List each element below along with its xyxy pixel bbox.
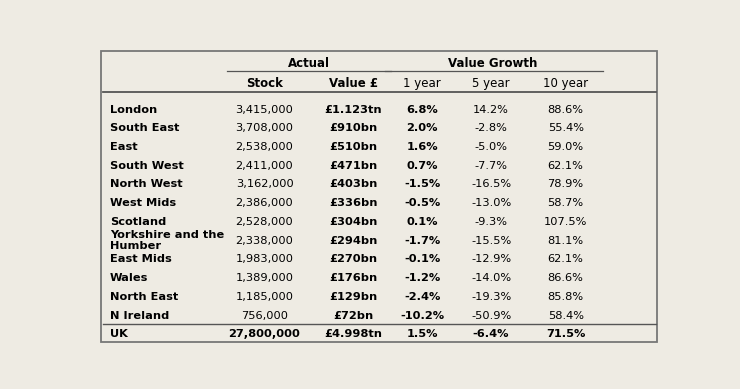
Text: 1.5%: 1.5% [406,329,438,339]
Text: £510bn: £510bn [329,142,377,152]
Text: 78.9%: 78.9% [548,179,584,189]
Text: £403bn: £403bn [329,179,377,189]
Text: £304bn: £304bn [329,217,377,227]
Text: -12.9%: -12.9% [471,254,511,265]
Text: West Mids: West Mids [110,198,176,208]
Text: 2.0%: 2.0% [406,123,438,133]
Text: Scotland: Scotland [110,217,166,227]
Text: 1,389,000: 1,389,000 [235,273,294,283]
Text: -13.0%: -13.0% [471,198,511,208]
Text: £270bn: £270bn [329,254,377,265]
Text: -16.5%: -16.5% [471,179,511,189]
Text: £910bn: £910bn [329,123,377,133]
Text: Actual: Actual [289,57,330,70]
Text: London: London [110,105,157,115]
Text: £294bn: £294bn [329,236,377,245]
Text: North West: North West [110,179,182,189]
Text: Stock: Stock [246,77,283,90]
Text: 2,386,000: 2,386,000 [235,198,294,208]
Text: Wales: Wales [110,273,148,283]
Text: 756,000: 756,000 [241,310,288,321]
Text: £72bn: £72bn [333,310,374,321]
Text: -5.0%: -5.0% [474,142,508,152]
Text: £1.123tn: £1.123tn [325,105,383,115]
Text: 2,538,000: 2,538,000 [235,142,294,152]
Text: 2,528,000: 2,528,000 [235,217,294,227]
Text: North East: North East [110,292,178,302]
Text: 62.1%: 62.1% [548,161,584,171]
Text: 10 year: 10 year [543,77,588,90]
Text: -19.3%: -19.3% [471,292,511,302]
Text: £336bn: £336bn [329,198,377,208]
Text: 1 year: 1 year [403,77,441,90]
Text: 0.7%: 0.7% [406,161,438,171]
Text: East: East [110,142,138,152]
Text: £176bn: £176bn [329,273,377,283]
Text: 3,415,000: 3,415,000 [235,105,294,115]
Text: 59.0%: 59.0% [548,142,584,152]
Text: -15.5%: -15.5% [471,236,511,245]
Text: 71.5%: 71.5% [546,329,585,339]
Text: 88.6%: 88.6% [548,105,584,115]
Text: 1,983,000: 1,983,000 [235,254,294,265]
Text: Value £: Value £ [329,77,378,90]
Text: 3,708,000: 3,708,000 [235,123,294,133]
Text: 58.7%: 58.7% [548,198,584,208]
Text: -6.4%: -6.4% [473,329,509,339]
Text: 86.6%: 86.6% [548,273,584,283]
Text: Yorkshire and the
Humber: Yorkshire and the Humber [110,230,224,251]
Text: -9.3%: -9.3% [474,217,508,227]
Text: -1.7%: -1.7% [404,236,440,245]
Text: 62.1%: 62.1% [548,254,584,265]
Text: -7.7%: -7.7% [474,161,508,171]
Text: -0.1%: -0.1% [404,254,440,265]
Text: 27,800,000: 27,800,000 [229,329,300,339]
Text: 55.4%: 55.4% [548,123,584,133]
Text: 2,411,000: 2,411,000 [235,161,294,171]
Text: 3,162,000: 3,162,000 [235,179,294,189]
Text: £4.998tn: £4.998tn [324,329,383,339]
Text: -50.9%: -50.9% [471,310,511,321]
Text: 58.4%: 58.4% [548,310,584,321]
Text: 0.1%: 0.1% [406,217,438,227]
Text: South East: South East [110,123,179,133]
Text: Value Growth: Value Growth [448,57,537,70]
Text: £471bn: £471bn [329,161,377,171]
Text: N Ireland: N Ireland [110,310,169,321]
Text: 2,338,000: 2,338,000 [235,236,294,245]
Text: 1,185,000: 1,185,000 [235,292,294,302]
Text: -2.4%: -2.4% [404,292,440,302]
Text: 81.1%: 81.1% [548,236,584,245]
Text: -1.5%: -1.5% [404,179,440,189]
Text: 1.6%: 1.6% [406,142,438,152]
Text: UK: UK [110,329,127,339]
Text: East Mids: East Mids [110,254,172,265]
Text: -2.8%: -2.8% [474,123,508,133]
Text: 107.5%: 107.5% [544,217,588,227]
Text: -1.2%: -1.2% [404,273,440,283]
Text: 85.8%: 85.8% [548,292,584,302]
Text: 14.2%: 14.2% [473,105,509,115]
Text: -0.5%: -0.5% [404,198,440,208]
Text: £129bn: £129bn [329,292,377,302]
Text: 6.8%: 6.8% [406,105,438,115]
FancyBboxPatch shape [101,51,657,342]
Text: -14.0%: -14.0% [471,273,511,283]
Text: South West: South West [110,161,184,171]
Text: 5 year: 5 year [472,77,510,90]
Text: -10.2%: -10.2% [400,310,444,321]
